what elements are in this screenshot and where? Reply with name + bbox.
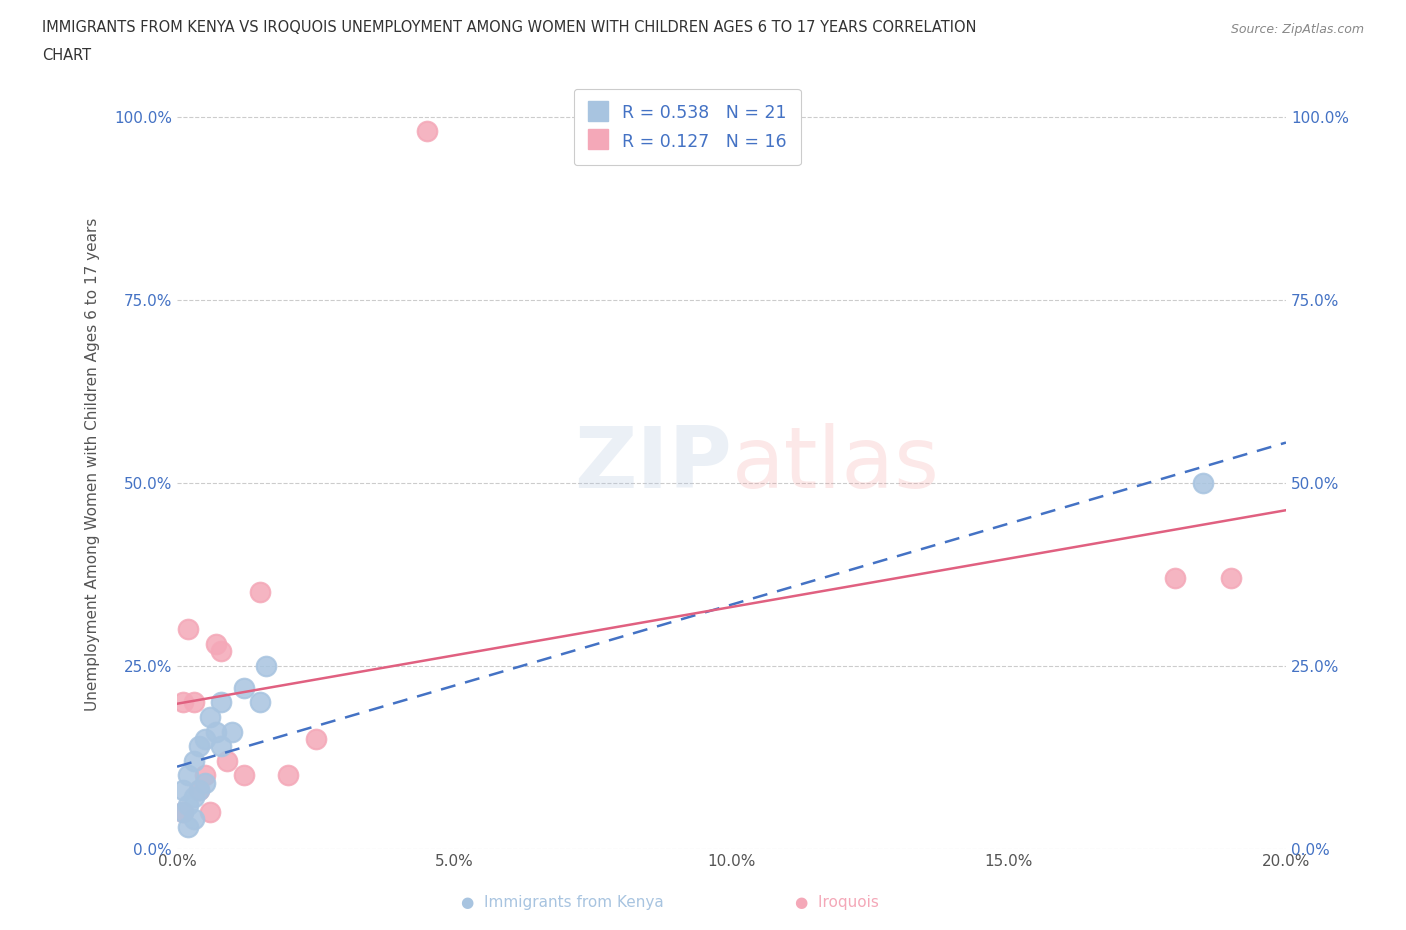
Point <box>232 768 254 783</box>
Text: ZIP: ZIP <box>574 423 731 506</box>
Point <box>177 819 200 834</box>
Point <box>209 695 232 710</box>
Point <box>205 636 228 651</box>
Point <box>205 724 228 739</box>
Point <box>200 710 222 724</box>
Text: ●  Iroquois: ● Iroquois <box>794 895 879 910</box>
Point <box>415 124 437 139</box>
Legend: R = 0.538   N = 21, R = 0.127   N = 16: R = 0.538 N = 21, R = 0.127 N = 16 <box>574 88 800 166</box>
Point <box>194 768 217 783</box>
Point <box>249 585 271 600</box>
Point <box>209 738 232 753</box>
Point <box>183 695 205 710</box>
Point <box>305 731 328 746</box>
Point <box>1191 475 1213 490</box>
Point <box>172 783 194 798</box>
Text: CHART: CHART <box>42 48 91 63</box>
Text: Source: ZipAtlas.com: Source: ZipAtlas.com <box>1230 23 1364 36</box>
Y-axis label: Unemployment Among Women with Children Ages 6 to 17 years: Unemployment Among Women with Children A… <box>86 218 100 711</box>
Point <box>1219 570 1241 585</box>
Point <box>183 812 205 827</box>
Point <box>183 753 205 768</box>
Point <box>172 804 194 819</box>
Text: ●  Immigrants from Kenya: ● Immigrants from Kenya <box>461 895 664 910</box>
Point <box>183 790 205 804</box>
Point <box>177 768 200 783</box>
Point <box>254 658 277 673</box>
Point <box>277 768 299 783</box>
Point <box>172 804 194 819</box>
Point <box>215 753 238 768</box>
Point <box>177 797 200 812</box>
Point <box>194 776 217 790</box>
Point <box>209 644 232 658</box>
Point <box>177 621 200 636</box>
Text: IMMIGRANTS FROM KENYA VS IROQUOIS UNEMPLOYMENT AMONG WOMEN WITH CHILDREN AGES 6 : IMMIGRANTS FROM KENYA VS IROQUOIS UNEMPL… <box>42 20 977 35</box>
Point <box>188 738 211 753</box>
Point <box>188 783 211 798</box>
Point <box>232 680 254 695</box>
Point <box>200 804 222 819</box>
Point <box>1164 570 1187 585</box>
Point <box>249 695 271 710</box>
Point <box>172 695 194 710</box>
Point <box>188 783 211 798</box>
Point <box>221 724 243 739</box>
Point <box>194 731 217 746</box>
Text: atlas: atlas <box>731 423 939 506</box>
